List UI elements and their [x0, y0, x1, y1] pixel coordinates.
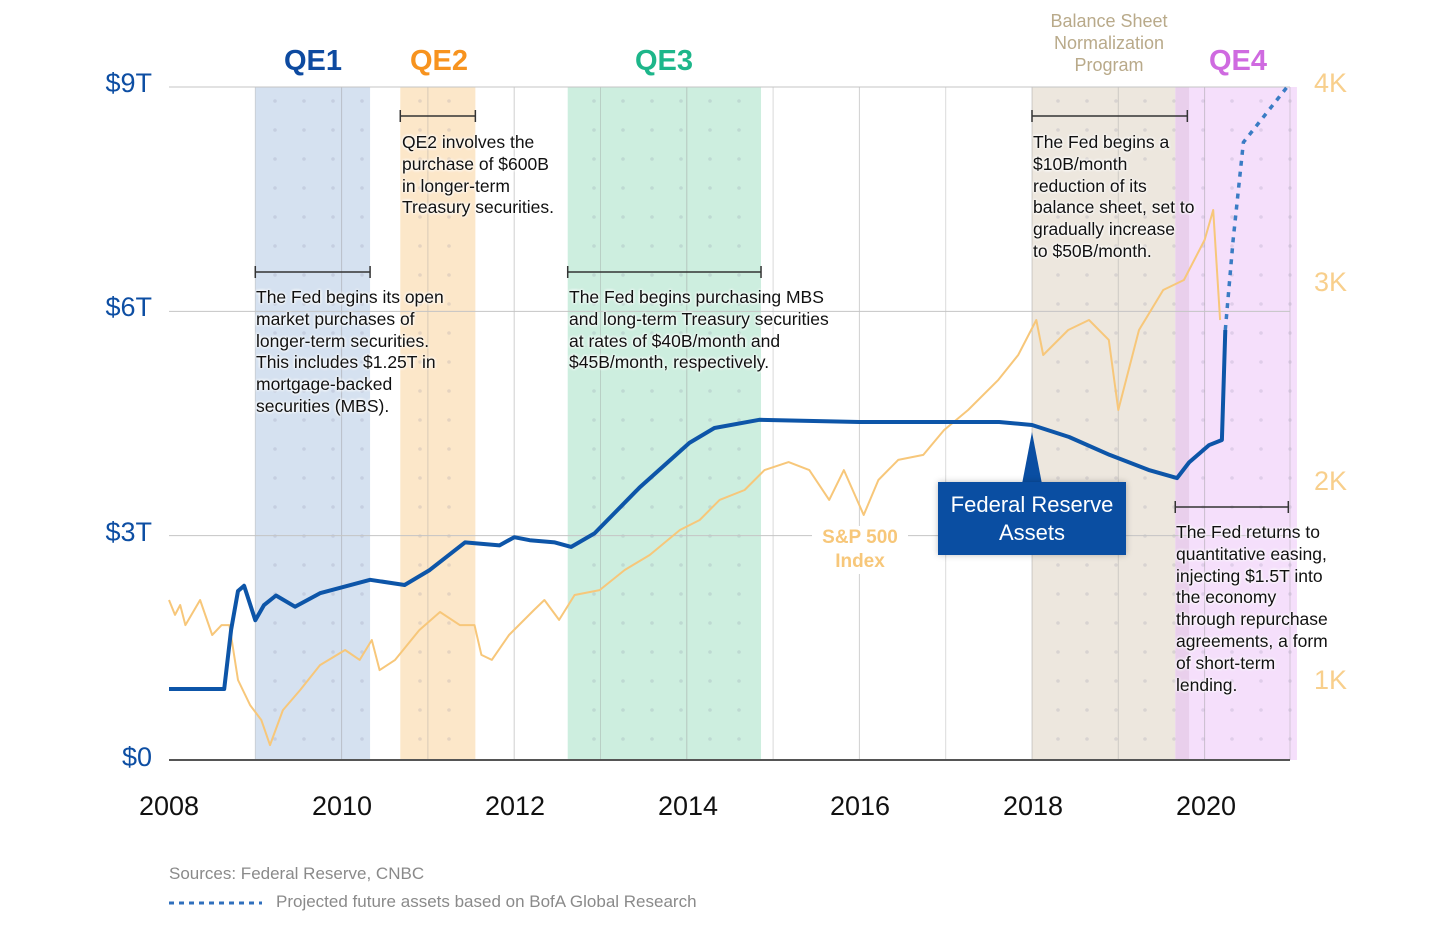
y-left-tick-label: $3T: [105, 517, 152, 547]
annotation-bracket: [1031, 110, 1189, 122]
band-overlap: [1175, 87, 1190, 760]
annotation-balance-sheet-normalization: The Fed begins a $10B/month reduction of…: [1033, 132, 1195, 261]
x-tick-label: 2008: [138, 791, 200, 821]
x-tick-label: 2020: [1175, 791, 1237, 821]
annotation-bracket: [1174, 501, 1290, 513]
x-tick-label: 2018: [1002, 791, 1064, 821]
y-right-tick-label: 1K: [1314, 665, 1348, 695]
x-tick-label: 2012: [484, 791, 546, 821]
band-title-qe2: QE2: [409, 45, 469, 77]
y-left-tick-label: $9T: [105, 68, 152, 98]
x-tick-label: 2016: [829, 791, 891, 821]
band-title-balance-sheet-normalization: Balance Sheet Normalization Program: [1050, 11, 1168, 75]
y-right-tick-label: 2K: [1314, 466, 1348, 496]
y-left-tick-label: $0: [121, 742, 152, 772]
fed-assets-line: [169, 329, 1228, 691]
annotation-qe2: QE2 involves the purchase of $600B in lo…: [402, 132, 555, 218]
projection-legend-label: Projected future assets based on BofA Gl…: [276, 892, 697, 911]
x-tick-label: 2014: [657, 791, 719, 821]
annotation-bracket: [566, 266, 762, 278]
band-qe1-pattern: [255, 87, 371, 760]
band-title-qe4: QE4: [1208, 45, 1268, 77]
x-tick-label: 2010: [311, 791, 373, 821]
sp500-line: [168, 209, 1222, 747]
band-qe2-pattern: [400, 87, 476, 760]
sources-note: Sources: Federal Reserve, CNBC: [169, 864, 425, 883]
annotation-qe4: The Fed returns to quantitative easing, …: [1176, 522, 1328, 695]
fed-assets-series-label: Federal Reserve Assets: [938, 482, 1126, 555]
y-right-tick-label: 3K: [1314, 267, 1348, 297]
y-left-tick-label: $6T: [105, 292, 152, 322]
annotation-qe1: The Fed begins its open market purchases…: [256, 287, 444, 416]
annotation-qe3: The Fed begins purchasing MBS and long-t…: [569, 287, 829, 373]
sp500-series-label: S&P 500 Index: [812, 526, 908, 574]
fed-assets-projection-line: [1223, 84, 1290, 331]
band-title-qe1: QE1: [283, 45, 343, 77]
band-qe4-pattern: [1175, 87, 1297, 760]
fed-label-pointer: [1022, 432, 1042, 484]
y-right-tick-label: 4K: [1314, 68, 1348, 98]
band-title-qe3: QE3: [634, 45, 694, 77]
annotation-bracket: [399, 110, 477, 122]
annotation-bracket: [254, 266, 371, 278]
band-balance-sheet-pattern: [1032, 87, 1176, 760]
